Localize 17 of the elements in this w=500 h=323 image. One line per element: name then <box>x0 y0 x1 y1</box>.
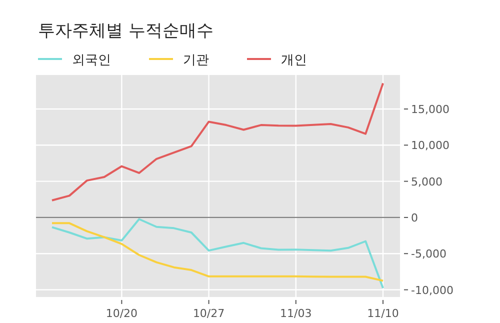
x-tick-label: 11/03 <box>280 307 312 320</box>
y-tick-label: 10,000 <box>411 139 450 152</box>
x-tick-label: 10/20 <box>106 307 138 320</box>
y-tick-label: -10,000 <box>411 284 454 297</box>
y-tick-label: 0 <box>411 211 418 224</box>
legend-label: 외국인 <box>72 53 111 68</box>
y-tick-label: -5,000 <box>411 248 446 261</box>
y-tick-label: 5,000 <box>411 175 442 188</box>
y-tick-label: 15,000 <box>411 102 450 116</box>
line-series <box>51 82 384 202</box>
chart-title: 투자주체별 누적순매수 <box>38 21 214 41</box>
legend-label: 기관 <box>183 53 209 68</box>
x-tick-label: 10/27 <box>192 307 225 320</box>
legend-label: 개인 <box>281 53 307 68</box>
x-tick-label: 11/10 <box>367 307 399 320</box>
line-series <box>51 222 384 282</box>
line-series <box>51 218 384 290</box>
